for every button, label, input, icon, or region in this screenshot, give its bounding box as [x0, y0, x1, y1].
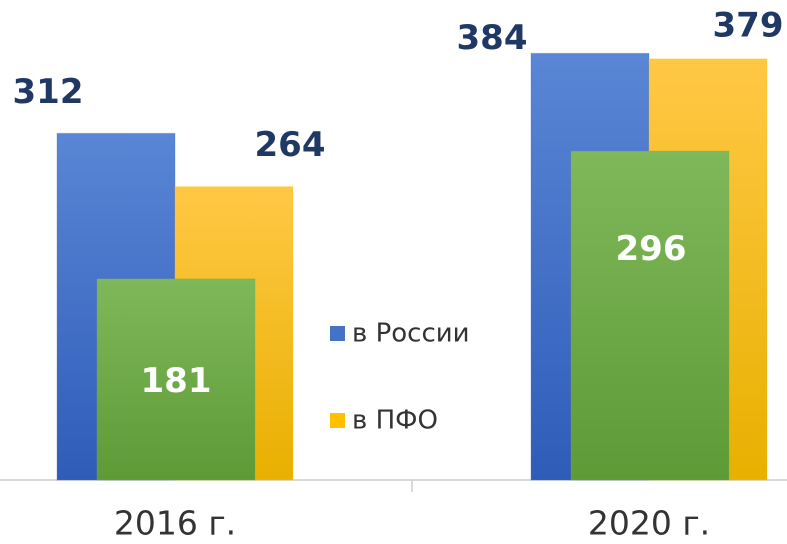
- legend-label: в России: [352, 319, 470, 349]
- value-label: 181: [141, 361, 212, 401]
- x-tick-label: 2020 г.: [588, 504, 710, 543]
- value-label: 384: [457, 18, 528, 58]
- value-label: 379: [713, 5, 784, 45]
- value-label: 312: [13, 72, 84, 112]
- x-tick-label: 2016 г.: [114, 504, 236, 543]
- legend-label: в ПФО: [352, 406, 438, 436]
- value-label: 296: [616, 229, 687, 269]
- legend-swatch: [330, 326, 345, 341]
- value-label: 264: [255, 125, 326, 165]
- legend-swatch: [330, 413, 345, 428]
- bar: [96, 278, 256, 481]
- bar: [570, 150, 730, 481]
